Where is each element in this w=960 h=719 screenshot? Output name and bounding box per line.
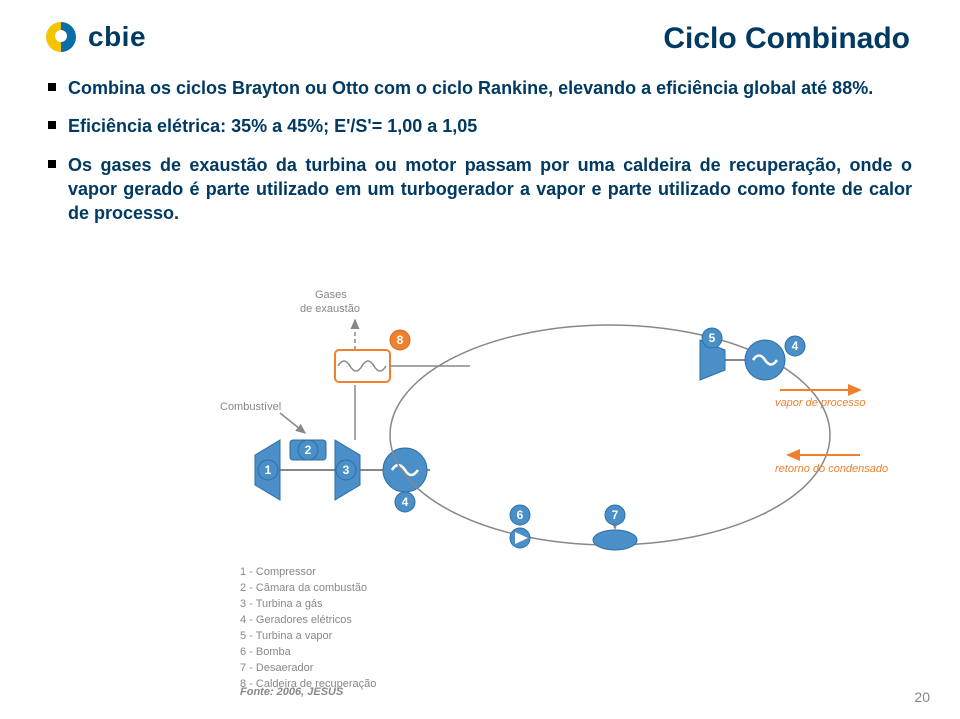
svg-text:7: 7 [612, 508, 619, 522]
legend-item: 2 - Câmara da combustão [240, 581, 376, 597]
legend-item: 7 - Desaerador [240, 661, 376, 677]
logo-mark-icon [40, 18, 82, 56]
label-gases2: de exaustão [300, 303, 360, 315]
page-number: 20 [914, 689, 930, 705]
bullet-icon [48, 121, 56, 129]
label-combustivel: Combustível [220, 401, 281, 413]
label-vapor-processo: vapor de processo [775, 397, 866, 409]
source-citation: Fonte: 2006, JESUS [240, 686, 343, 698]
svg-text:4: 4 [402, 495, 409, 509]
bullet-text: Os gases de exaustão da turbina ou motor… [68, 153, 912, 226]
svg-text:1: 1 [265, 463, 272, 477]
legend-item: 5 - Turbina a vapor [240, 629, 376, 645]
bullet-list: Combina os ciclos Brayton ou Otto com o … [0, 66, 960, 225]
svg-text:6: 6 [517, 508, 524, 522]
bullet-item: Combina os ciclos Brayton ou Otto com o … [48, 76, 912, 100]
bullet-item: Eficiência elétrica: 35% a 45%; E'/S'= 1… [48, 114, 912, 138]
legend-item: 6 - Bomba [240, 645, 376, 661]
logo: cbie [40, 18, 146, 56]
page-title: Ciclo Combinado [663, 18, 920, 56]
svg-text:8: 8 [397, 333, 404, 347]
svg-text:3: 3 [343, 463, 350, 477]
svg-text:2: 2 [305, 443, 312, 457]
bullet-icon [48, 83, 56, 91]
bullet-text: Combina os ciclos Brayton ou Otto com o … [68, 76, 873, 100]
label-gases: Gases [315, 289, 347, 301]
legend-item: 3 - Turbina a gás [240, 597, 376, 613]
legend-item: 4 - Geradores elétricos [240, 613, 376, 629]
svg-text:4: 4 [792, 339, 799, 353]
label-retorno: retorno do condensado [775, 463, 888, 475]
bullet-text: Eficiência elétrica: 35% a 45%; E'/S'= 1… [68, 114, 477, 138]
svg-text:5: 5 [709, 331, 716, 345]
bullet-item: Os gases de exaustão da turbina ou motor… [48, 153, 912, 226]
diagram-legend: 1 - Compressor 2 - Câmara da combustão 3… [240, 565, 376, 693]
bullet-icon [48, 160, 56, 168]
logo-text: cbie [88, 21, 146, 53]
legend-item: 1 - Compressor [240, 565, 376, 581]
